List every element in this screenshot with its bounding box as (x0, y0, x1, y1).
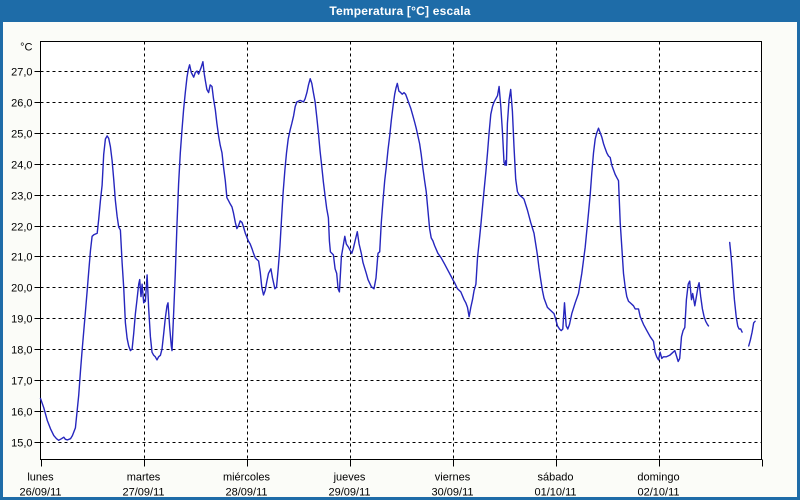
y-axis-label: 20,0 (11, 283, 32, 295)
y-axis-unit-label: °C (20, 42, 32, 54)
x-axis-date-label: 26/09/11 (19, 487, 61, 498)
chart-panel: 27,0 26,0 25,0 24,0 23,0 22,0 21,0 20,0 19,0 18,0… (3, 22, 797, 497)
x-axis-weekday-label: viernes (435, 472, 471, 484)
x-axis-weekday-label: lunes (27, 472, 54, 484)
x-axis-date-label: 01/10/11 (534, 487, 576, 498)
y-axis-label: 18,0 (11, 345, 32, 357)
temperature-series-line (39, 61, 710, 441)
temperature-chart: 27,0 26,0 25,0 24,0 23,0 22,0 21,0 20,0 19,0 18,0… (11, 41, 763, 498)
x-axis-date-label: 02/10/11 (637, 487, 679, 498)
temperature-series-line (729, 241, 743, 333)
y-axis-label: 17,0 (11, 376, 32, 388)
y-axis-label: 16,0 (11, 407, 32, 419)
plot-area (40, 41, 762, 460)
x-axis-date-label: 28/09/11 (225, 487, 267, 498)
x-axis-weekday-label: domingo (637, 472, 679, 484)
y-axis-label: 26,0 (11, 98, 32, 110)
x-axis-date-label: 30/09/11 (431, 487, 473, 498)
title-bar: Temperatura [°C] escala (0, 0, 800, 22)
y-axis-label: 25,0 (11, 129, 32, 141)
y-axis-label: 24,0 (11, 160, 32, 172)
y-axis-label: 21,0 (11, 252, 32, 264)
x-axis-date-label: 29/09/11 (328, 487, 370, 498)
x-axis-weekday-label: miércoles (223, 472, 271, 484)
y-axis-label: 27,0 (11, 67, 32, 79)
window-title: Temperatura [°C] escala (329, 4, 471, 18)
y-axis-label: 15,0 (11, 438, 32, 450)
y-axis-label: 22,0 (11, 222, 32, 234)
x-axis-weekday-label: sábado (537, 472, 573, 484)
x-axis-weekday-label: martes (127, 472, 161, 484)
temperature-series-line (748, 320, 756, 347)
y-axis-label: 23,0 (11, 191, 32, 203)
x-axis-date-label: 27/09/11 (122, 487, 164, 498)
x-axis-weekday-label: jueves (333, 472, 366, 484)
y-axis-label: 19,0 (11, 314, 32, 326)
